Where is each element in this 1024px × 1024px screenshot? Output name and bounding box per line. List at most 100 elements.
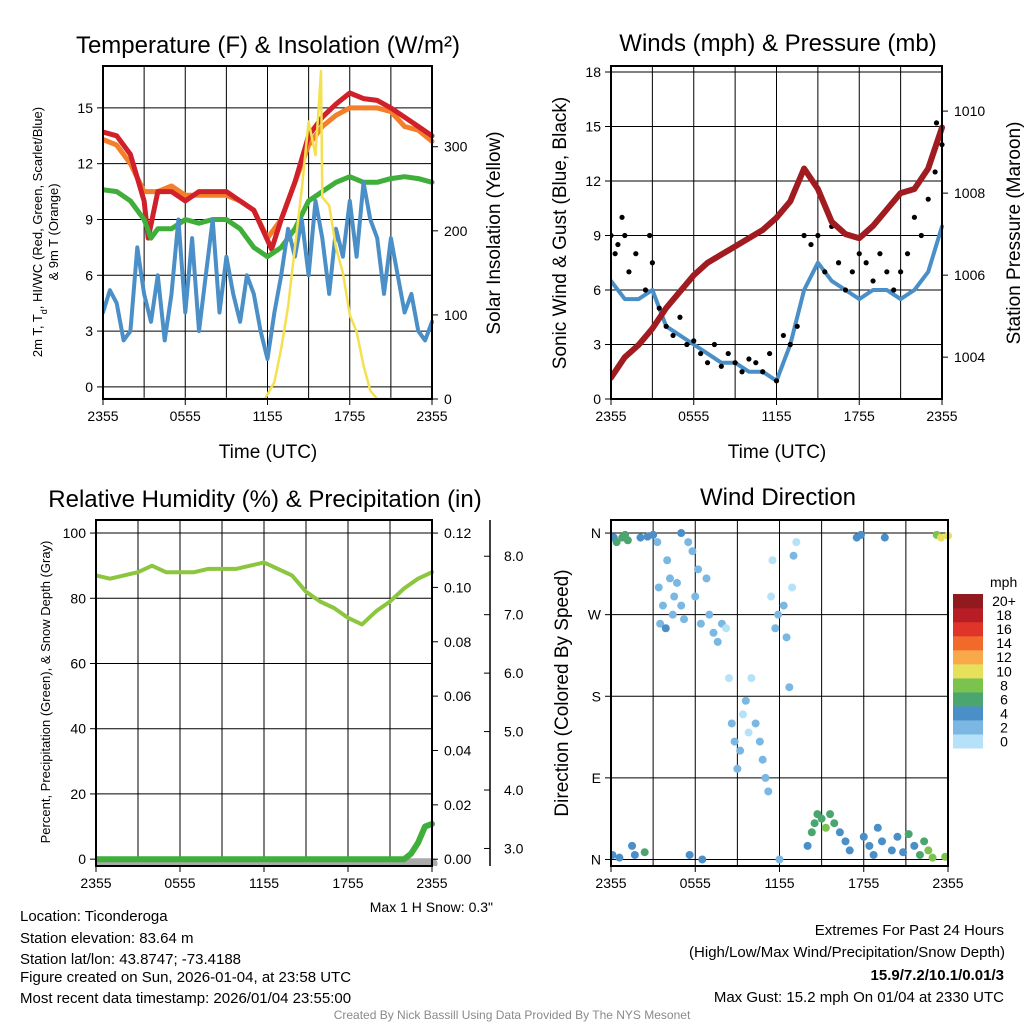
wind-direction-point	[615, 853, 624, 862]
dir-points	[611, 529, 952, 864]
wind-series-gust-point	[622, 232, 628, 239]
legend-label: 16	[996, 621, 1012, 637]
credit: Created By Nick Bassill Using Data Provi…	[334, 1008, 691, 1022]
rh-x-tick-label: 2355	[416, 875, 447, 891]
temp-y-tick-label: 12	[77, 156, 93, 172]
snow-axis-tick-label: 5.0	[504, 724, 524, 740]
wind-y-tick-label: 12	[585, 173, 601, 189]
wind-direction-point	[785, 683, 794, 692]
wind-direction-point	[856, 530, 865, 539]
wind-series-gust-point	[842, 287, 849, 293]
wind-series-gust-point	[753, 360, 759, 366]
wind-direction-point	[835, 828, 844, 837]
wind-series-gust-point	[633, 251, 639, 257]
wind-direction-point	[636, 533, 645, 542]
rh-series	[96, 560, 438, 866]
extremes-description: (High/Low/Max Wind/Precipitation/Snow De…	[689, 944, 1005, 961]
rh-y-tick-label: 80	[70, 590, 86, 606]
wind-y-tick-label: 0	[593, 391, 601, 407]
wind-y-tick-label: 15	[585, 118, 601, 134]
rh-y-right-tick-label: 0.00	[444, 851, 471, 867]
snow-axis-tick-label: 3.0	[504, 840, 524, 856]
wind-direction-point	[788, 583, 797, 592]
dir-y-tick-label: N	[591, 525, 601, 541]
legend-swatch-14	[953, 636, 983, 651]
wind-series-gust-point	[767, 350, 773, 357]
wind-direction-point	[663, 556, 672, 565]
max-gust: Max Gust: 15.2 mph On 01/04 at 2330 UTC	[714, 989, 1004, 1006]
wind-direction-point	[691, 592, 700, 601]
temp-y-right-label: Solar Insolation (Yellow)	[484, 131, 505, 334]
wind-direction-point	[899, 848, 908, 857]
wind-direction-point	[779, 601, 788, 610]
wind-direction-point	[873, 823, 882, 832]
legend-swatch-16	[953, 622, 983, 637]
wind-direction-point	[859, 832, 868, 841]
wind-x-tick-label: 2355	[595, 408, 626, 424]
temp-x-label: Time (UTC)	[219, 442, 318, 463]
dir-x-tick-label: 2355	[595, 875, 626, 891]
wind-series	[611, 120, 945, 384]
legend-label: 12	[996, 649, 1012, 665]
wind-direction-point	[887, 846, 896, 855]
wind-series-gust-point	[898, 269, 904, 275]
legend-swatch-2	[953, 720, 983, 735]
rh-series-relative-humidity-line	[96, 560, 434, 627]
rh-y-right-tick-label: 0.10	[444, 579, 471, 595]
wind-direction-point	[668, 610, 677, 619]
wind-y-right-label: Station Pressure (Maroon)	[1004, 122, 1024, 345]
wind-direction-point	[751, 719, 760, 728]
dir-series	[611, 529, 952, 864]
wind-direction-point	[684, 538, 693, 547]
wind-series-gust-point	[918, 232, 924, 239]
temp-x-tick-label: 2355	[416, 408, 447, 424]
dir-x-tick-label: 2355	[932, 875, 963, 891]
wind-direction-point	[845, 846, 854, 855]
wind-direction-point	[713, 637, 722, 646]
rh-y-right-tick-label: 0.12	[444, 525, 471, 541]
wind-direction-point	[612, 538, 621, 547]
wind-series-gust-point	[808, 241, 814, 248]
wind-series-gust-point	[615, 241, 621, 248]
temp-y-right-tick-label: 300	[444, 139, 468, 155]
wind-series-gust-point	[822, 269, 828, 275]
legend-label: 20+	[992, 593, 1016, 609]
wind-direction-point	[656, 619, 665, 628]
wind-direction-point	[865, 841, 874, 850]
wind-series-gust-point	[877, 251, 883, 257]
legend-label: 14	[996, 635, 1012, 651]
rh-x-tick-label: 0555	[164, 875, 195, 891]
wind-series-gust-point	[725, 350, 731, 357]
wind-y-right-tick-label: 1010	[954, 103, 985, 119]
wind-series-gust-point	[870, 278, 876, 284]
legend-label: 2	[1000, 719, 1008, 735]
legend-swatch-20+	[953, 594, 983, 609]
wind-series-gust-point	[794, 323, 800, 329]
extremes-title: Extremes For Past 24 Hours	[815, 922, 1004, 939]
extremes-values: 15.9/7.2/10.1/0.01/3	[871, 967, 1004, 984]
charts-layer: 2355 0555 1155 1755 235503691215010020030023…	[63, 64, 1016, 891]
wind-direction-point	[782, 633, 791, 642]
wind-direction-point	[792, 538, 801, 547]
temp-y-label-b: , HI/WC (Red, Green, Scarlet/Blue)	[30, 107, 45, 309]
wind-direction-point	[658, 601, 667, 610]
wind-series-station-pressure-line	[611, 124, 945, 381]
wind-series-gust-point	[711, 341, 718, 348]
legend-title: mph	[990, 574, 1017, 590]
dir-x-tick-label: 0555	[680, 875, 711, 891]
wind-y-tick-label: 6	[593, 282, 601, 298]
rh-y-right-tick-label: 0.08	[444, 634, 471, 650]
rh-y-right-tick-label: 0.06	[444, 688, 471, 704]
wind-direction-point	[841, 837, 850, 846]
wind-series-gust-point	[704, 360, 711, 366]
station-latlon: Station lat/lon: 43.8747; -73.4188	[20, 951, 241, 968]
wind-direction-point	[724, 674, 733, 683]
wind-series-gust-point	[863, 260, 869, 266]
wind-direction-point	[649, 530, 658, 539]
wind-y-tick-label: 3	[593, 336, 601, 352]
wind-direction-point	[880, 533, 889, 542]
wind-direction-point	[803, 841, 812, 850]
wind-series-gust-point	[849, 269, 855, 275]
